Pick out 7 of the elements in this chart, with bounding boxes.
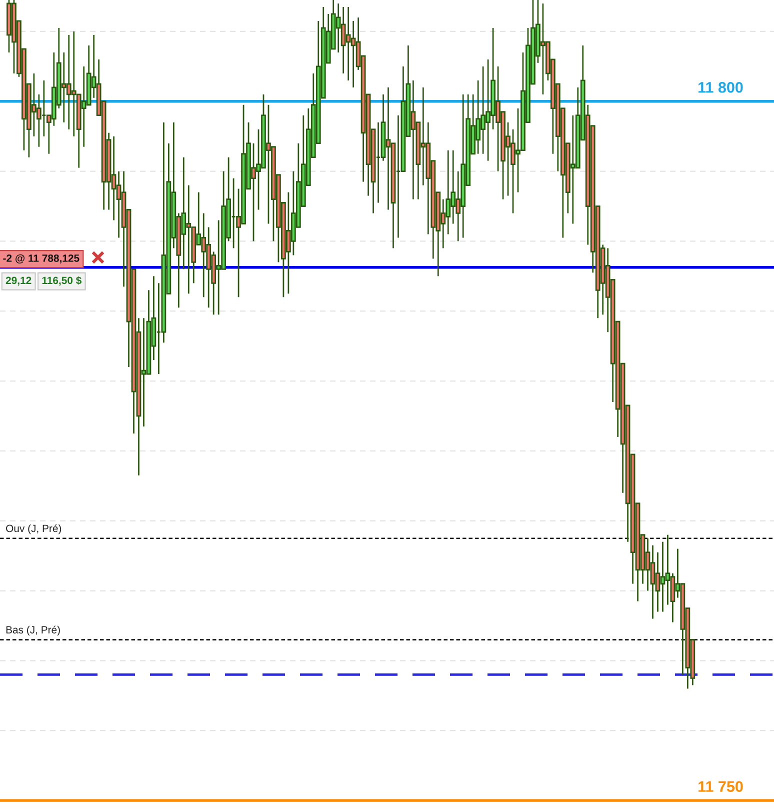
annotation: -2 @ 11 788,125 <box>3 254 80 264</box>
ref-line-label: 11 750 <box>698 781 743 792</box>
ref-line-label: 11 800 <box>698 82 743 93</box>
annotation: 29,12 <box>6 276 32 286</box>
ref-line-label: Bas (J, Pré) <box>6 626 60 636</box>
annotation: 116,50 $ <box>42 276 82 286</box>
ref-line-label: Ouv (J, Pré) <box>6 524 62 534</box>
